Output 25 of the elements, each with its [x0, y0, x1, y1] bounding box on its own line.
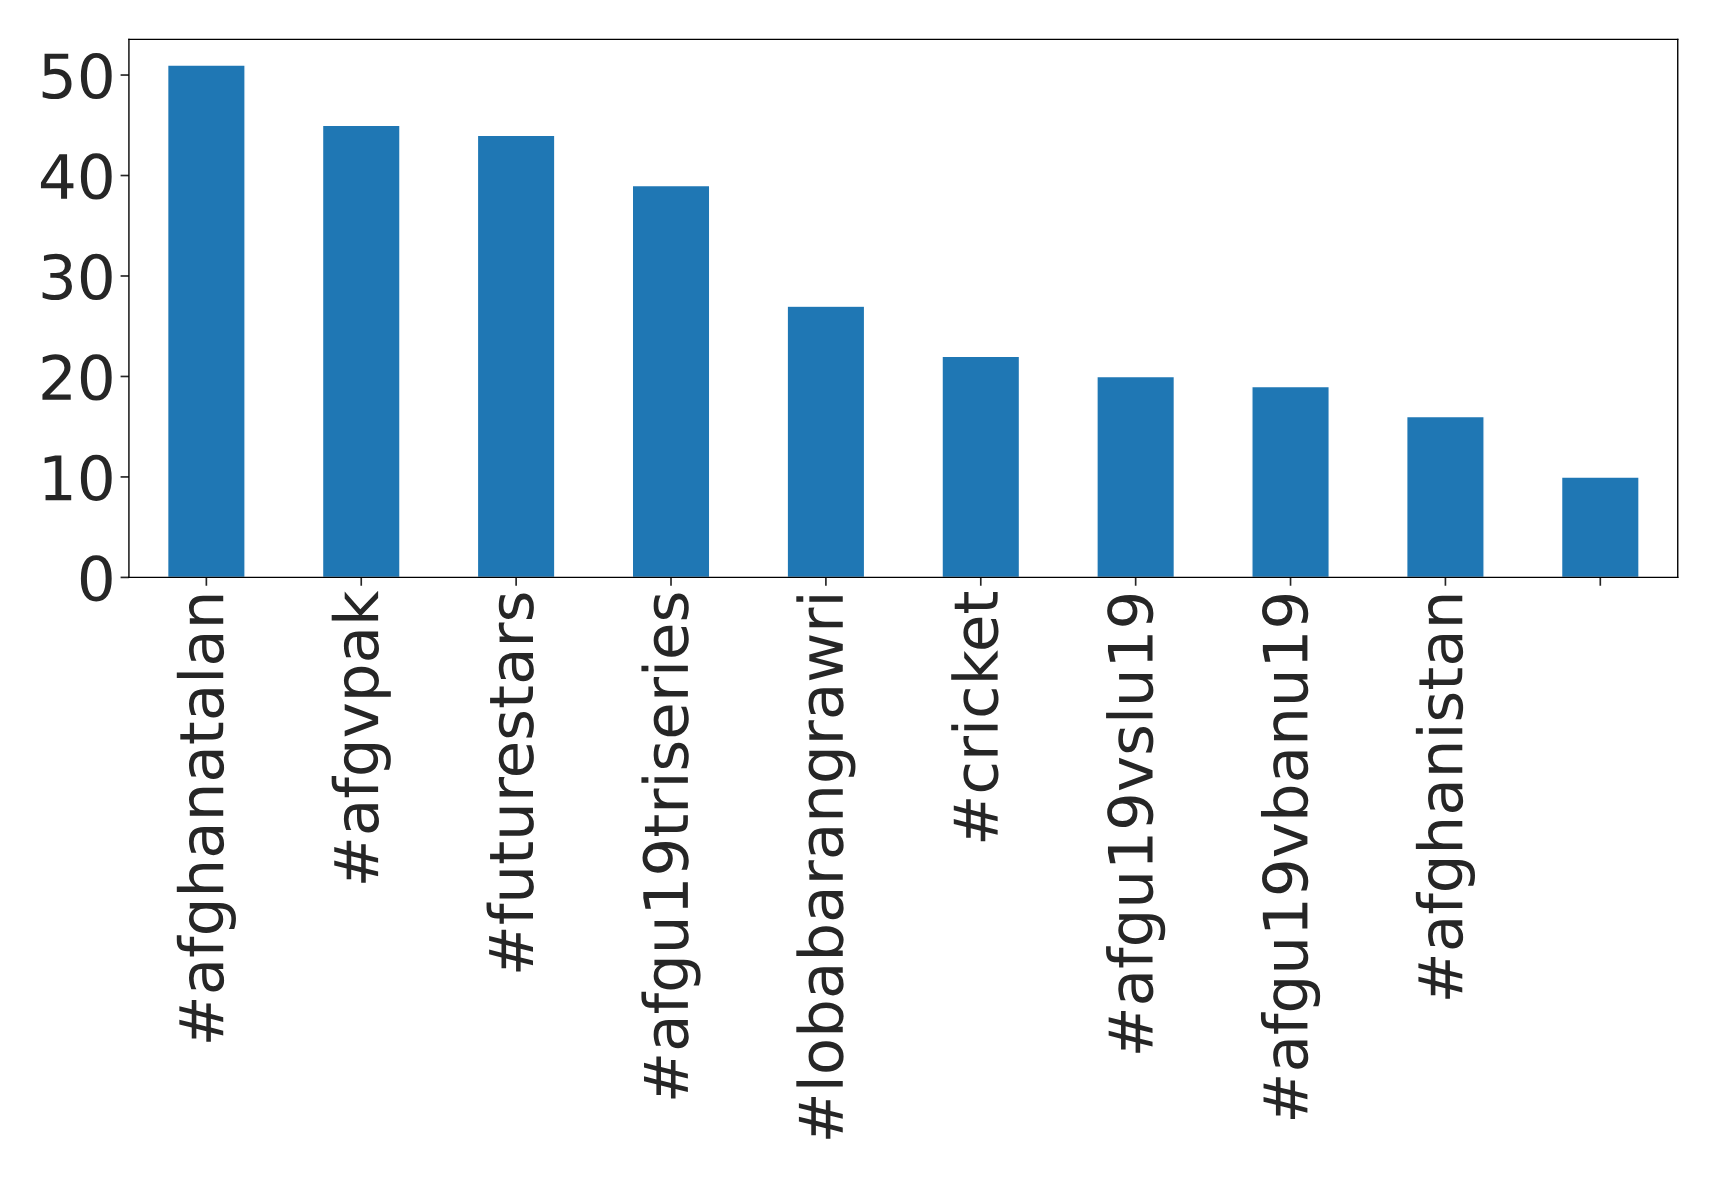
- y-tick-label: 20: [42, 354, 112, 401]
- x-tick-label: #afgu19vslu19: [1106, 594, 1166, 1053]
- y-tick-label: 50: [42, 52, 112, 100]
- y-tick-label: 30: [42, 253, 112, 301]
- x-tick-label: #afgu19triseries: [641, 593, 701, 1099]
- bar: [476, 134, 556, 578]
- x-tick-label: #afghanatalan: [176, 595, 236, 1042]
- bar: [1096, 375, 1176, 578]
- bar: [321, 124, 401, 578]
- x-tick-label: #afgvpak: [331, 590, 391, 883]
- x-tick-label: #cricket: [951, 592, 999, 842]
- x-tick-label: #futurestars: [486, 593, 534, 972]
- y-tick-label: 40: [40, 153, 112, 200]
- bar: [786, 305, 866, 578]
- x-tick-label: #lobabarangrawri: [796, 596, 856, 1139]
- x-tick-label: #afgu19vbanu19: [1260, 594, 1321, 1119]
- bar: [631, 184, 711, 578]
- bar: [1251, 385, 1330, 578]
- bar: [1406, 415, 1485, 578]
- bar: [1560, 476, 1640, 578]
- bar: [941, 355, 1021, 578]
- y-tick-label: 10: [44, 454, 112, 502]
- x-tick-label: #afghanistan: [1415, 595, 1475, 999]
- bar: [166, 64, 246, 578]
- y-tick-label: 0: [80, 555, 112, 602]
